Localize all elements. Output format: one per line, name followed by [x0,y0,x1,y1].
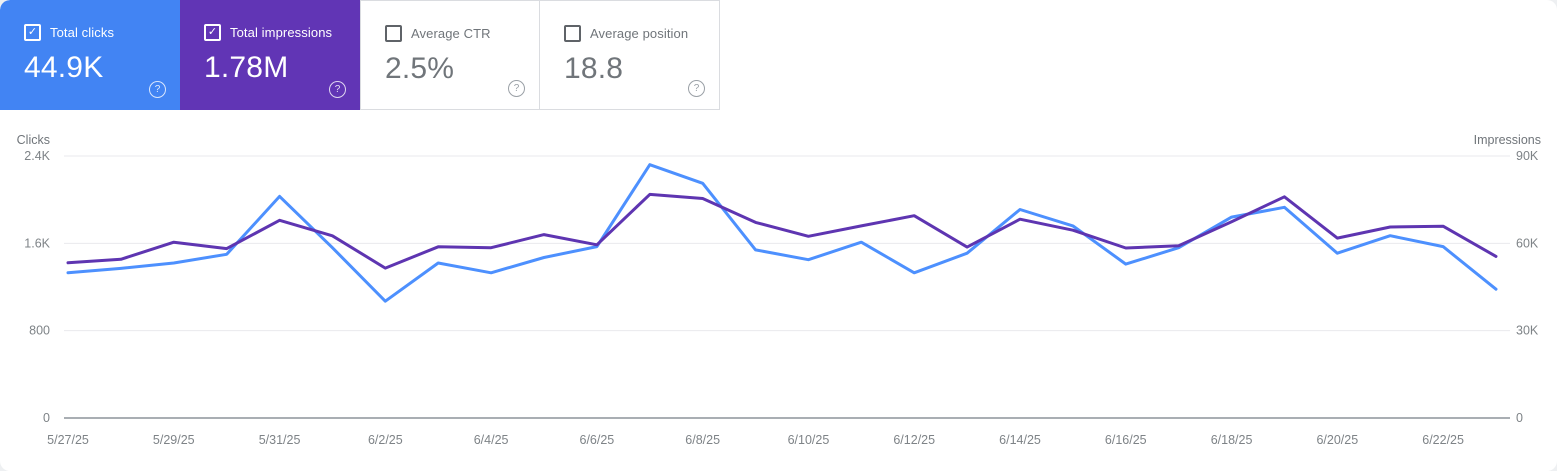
metric-value-total-clicks: 44.9K [24,51,104,84]
help-icon[interactable]: ? [508,80,525,97]
right-axis-title: Impressions [1474,133,1541,147]
help-icon[interactable]: ? [329,81,346,98]
right-axis-tick: 60K [1516,236,1539,250]
left-axis-tick: 2.4K [24,149,50,163]
help-icon[interactable]: ? [149,81,166,98]
x-axis-tick: 6/14/25 [999,433,1041,447]
x-axis-tick: 6/22/25 [1422,433,1464,447]
x-axis-tick: 5/31/25 [259,433,301,447]
metric-card-average-position[interactable]: Average position 18.8 ? [540,0,720,110]
metric-label-total-impressions: Total impressions [230,25,333,40]
x-axis-tick: 5/27/25 [47,433,89,447]
right-axis-tick: 0 [1516,411,1523,425]
checkbox-average-ctr[interactable] [385,25,402,42]
left-axis-tick: 0 [43,411,50,425]
clicks-line [66,163,1498,303]
checkbox-total-clicks[interactable] [24,24,41,41]
x-axis-tick: 5/29/25 [153,433,195,447]
x-axis-tick: 6/18/25 [1211,433,1253,447]
x-axis-tick: 6/8/25 [685,433,720,447]
x-axis-tick: 6/16/25 [1105,433,1147,447]
right-axis-tick: 30K [1516,324,1539,338]
metric-label-total-clicks: Total clicks [50,25,115,40]
help-icon[interactable]: ? [688,80,705,97]
metric-cards-row: Total clicks 44.9K ? Total impressions 1… [0,0,720,110]
x-axis-tick: 6/10/25 [788,433,830,447]
metric-value-average-ctr: 2.5% [385,52,455,85]
x-axis-tick: 6/2/25 [368,433,403,447]
x-axis-tick: 6/6/25 [580,433,615,447]
x-axis-tick: 6/4/25 [474,433,509,447]
metric-card-total-clicks[interactable]: Total clicks 44.9K ? [0,0,180,110]
right-axis-tick: 90K [1516,149,1539,163]
metric-card-average-ctr[interactable]: Average CTR 2.5% ? [360,0,540,110]
x-axis-tick: 6/20/25 [1316,433,1358,447]
left-axis-title: Clicks [17,133,50,147]
x-axis-tick: 6/12/25 [893,433,935,447]
metric-value-total-impressions: 1.78M [204,51,289,84]
chart-plot-area[interactable] [64,140,1510,418]
metric-card-total-impressions[interactable]: Total impressions 1.78M ? [180,0,360,110]
metric-label-average-ctr: Average CTR [411,26,491,41]
checkbox-total-impressions[interactable] [204,24,221,41]
metric-label-average-position: Average position [590,26,689,41]
left-axis-tick: 800 [29,324,50,338]
impressions-line [66,192,1498,270]
checkbox-average-position[interactable] [564,25,581,42]
metric-value-average-position: 18.8 [564,52,624,85]
left-axis-tick: 1.6K [24,236,50,250]
